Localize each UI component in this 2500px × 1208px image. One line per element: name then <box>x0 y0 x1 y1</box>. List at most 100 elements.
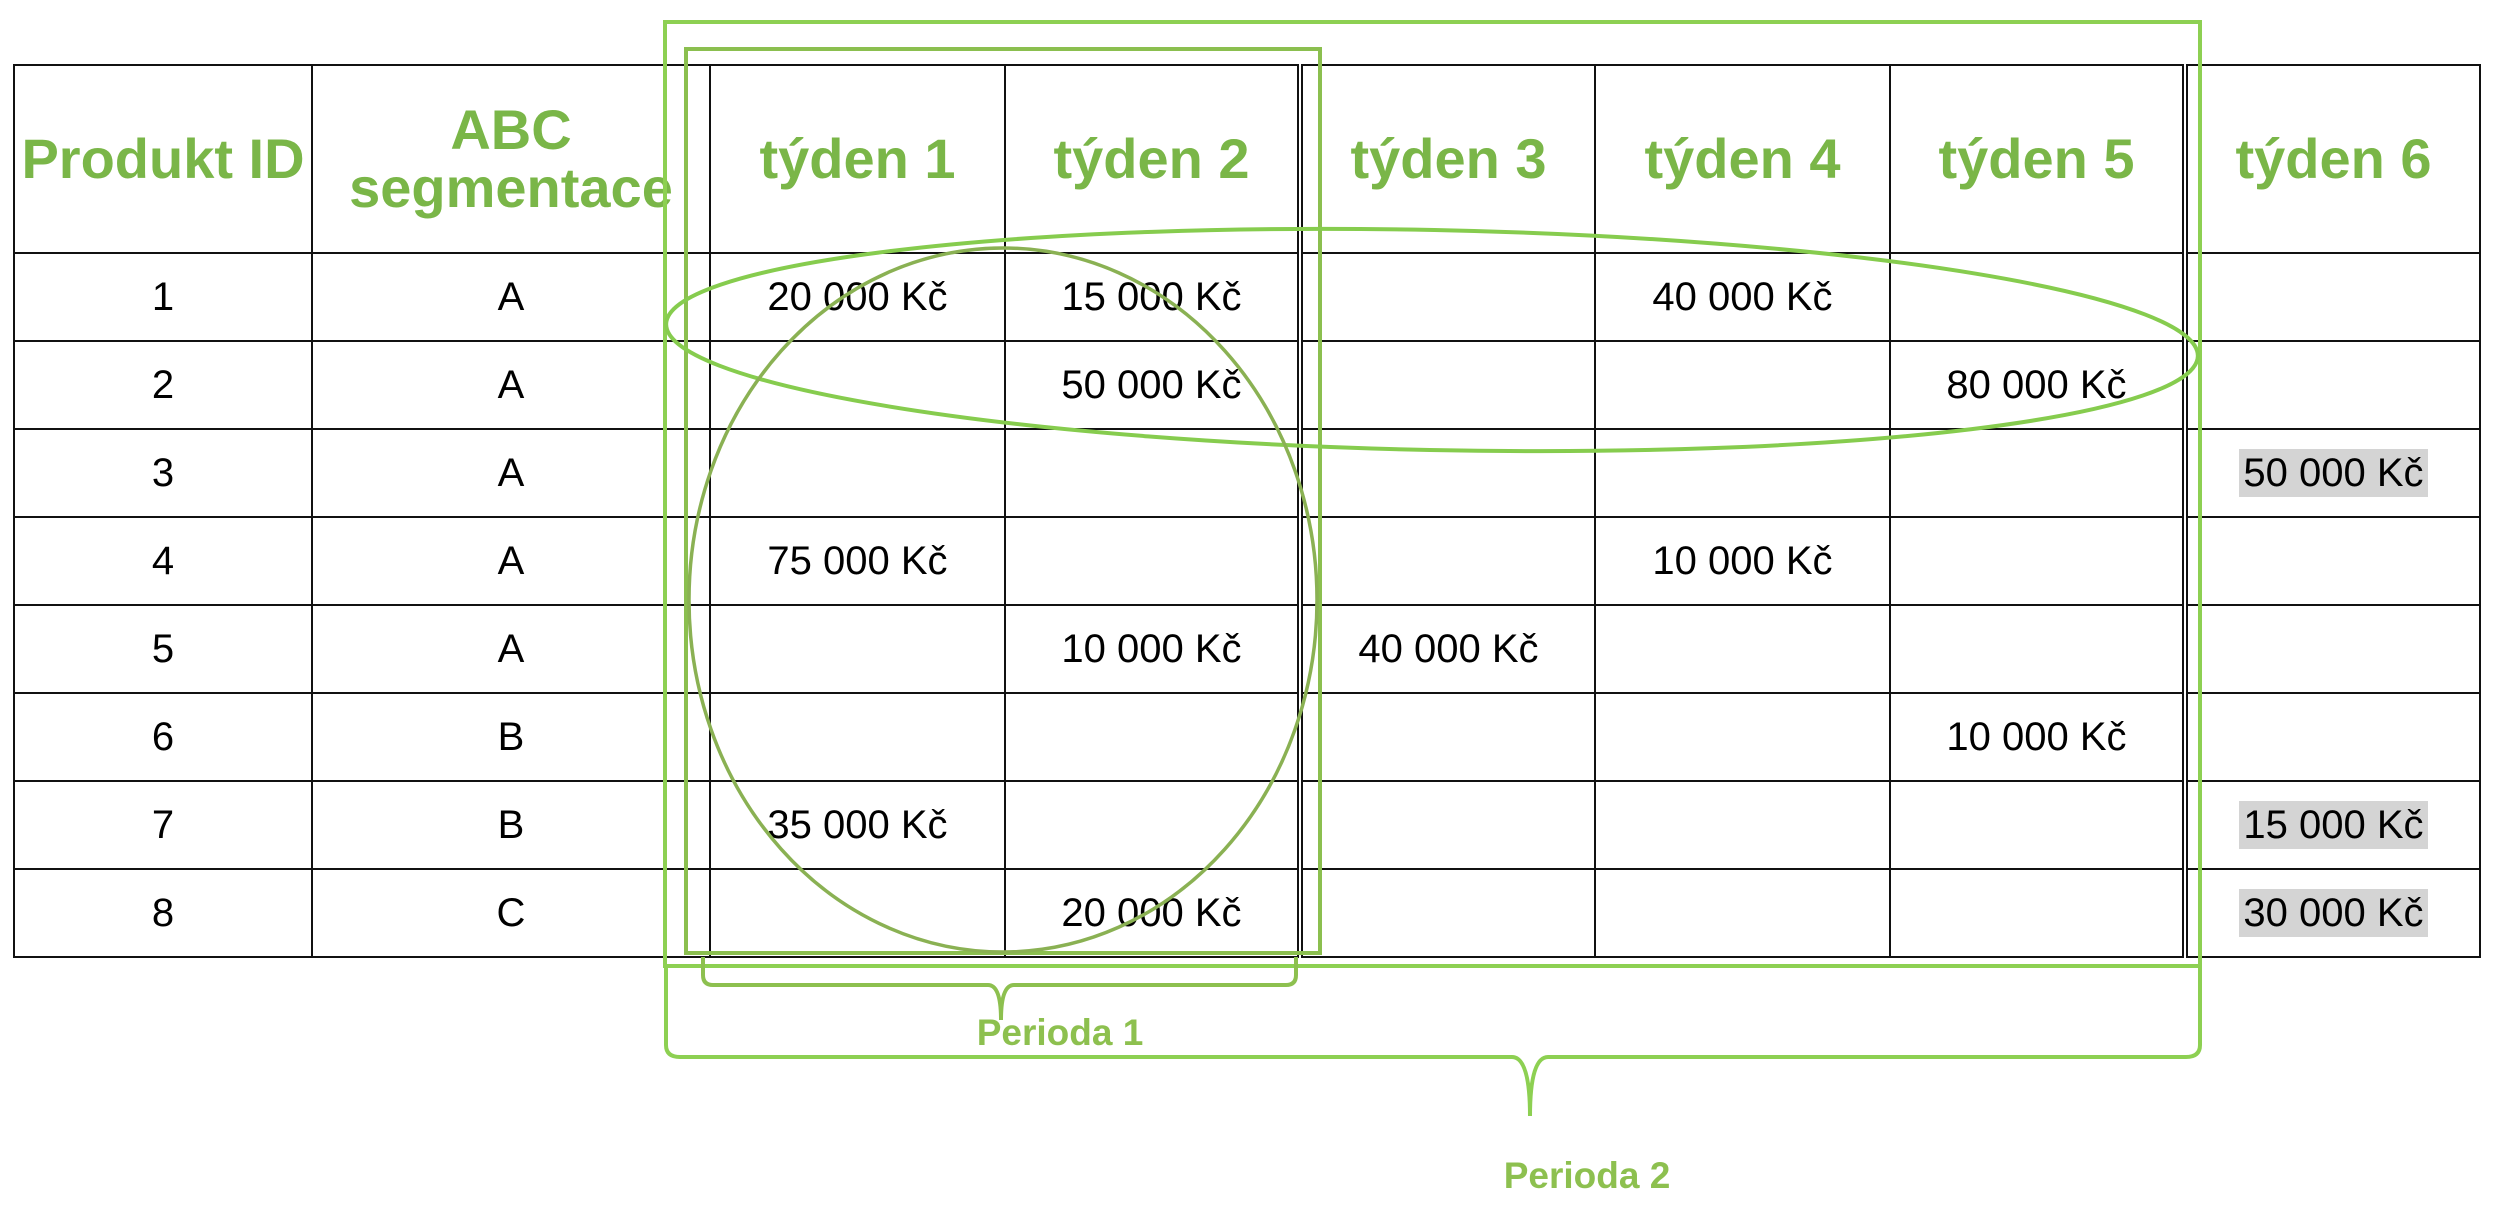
table-cell: 1 <box>13 252 313 342</box>
table-cell: 80 000 Kč <box>1889 340 2186 430</box>
table-cell <box>709 604 1006 694</box>
column-header: týden 5 <box>1889 64 2186 254</box>
table-cell <box>1297 692 1596 782</box>
cell-value: 80 000 Kč <box>1946 362 2127 407</box>
period2-label: Perioda 2 <box>1503 1155 1671 1196</box>
table-cell <box>1297 428 1596 518</box>
table-cell: 35 000 Kč <box>709 780 1006 870</box>
cell-value: 5 <box>151 626 175 671</box>
table-cell: 7 <box>13 780 313 870</box>
table-row: 4 A 75 000 Kč 10 000 Kč <box>13 516 2481 606</box>
cell-value: 6 <box>151 714 175 759</box>
table-cell <box>1004 780 1301 870</box>
table-cell: 20 000 Kč <box>1004 868 1301 958</box>
cell-value: C <box>496 890 526 935</box>
table-cell <box>1297 868 1596 958</box>
table-cell <box>1594 780 1891 870</box>
table-cell: A <box>311 516 711 606</box>
cell-value: A <box>497 362 525 407</box>
table-cell <box>1889 604 2186 694</box>
table-cell <box>1594 692 1891 782</box>
cell-value: 10 000 Kč <box>1946 714 2127 759</box>
table-cell: B <box>311 780 711 870</box>
table-cell <box>1004 692 1301 782</box>
table-cell: 20 000 Kč <box>709 252 1006 342</box>
table-cell <box>1889 868 2186 958</box>
cell-value: 7 <box>151 802 175 847</box>
table-cell <box>1004 516 1301 606</box>
table-cell <box>2182 252 2481 342</box>
table-cell: A <box>311 428 711 518</box>
table-cell <box>2182 340 2481 430</box>
cell-value: A <box>497 450 525 495</box>
table-cell <box>1889 428 2186 518</box>
table-cell: 10 000 Kč <box>1889 692 2186 782</box>
column-header: týden 1 <box>709 64 1006 254</box>
column-header: týden 3 <box>1297 64 1596 254</box>
table-row: 8 C 20 000 Kč 30 000 Kč <box>13 868 2481 958</box>
table-cell <box>1889 516 2186 606</box>
table-cell <box>1594 604 1891 694</box>
table-cell: A <box>311 340 711 430</box>
table-cell <box>1594 428 1891 518</box>
table-cell <box>1004 428 1301 518</box>
cell-value: 20 000 Kč <box>1061 890 1242 935</box>
table-row: 3 A 50 000 Kč <box>13 428 2481 518</box>
table-cell: 4 <box>13 516 313 606</box>
cell-value: 3 <box>151 450 175 495</box>
table-cell: 6 <box>13 692 313 782</box>
table-cell: A <box>311 252 711 342</box>
table-cell: 2 <box>13 340 313 430</box>
cell-value: A <box>497 274 525 319</box>
period1-label: Perioda 1 <box>976 1012 1144 1053</box>
table-cell <box>709 428 1006 518</box>
cell-value: A <box>497 626 525 671</box>
table-cell: 40 000 Kč <box>1594 252 1891 342</box>
table-cell: 8 <box>13 868 313 958</box>
cell-value: A <box>497 538 525 583</box>
table-cell: A <box>311 604 711 694</box>
table-row: 7 B 35 000 Kč 15 000 Kč <box>13 780 2481 870</box>
column-header: týden 2 <box>1004 64 1301 254</box>
highlighted-value: 50 000 Kč <box>2239 448 2428 497</box>
column-header: týden 4 <box>1594 64 1891 254</box>
cell-value: 40 000 Kč <box>1358 626 1539 671</box>
period2-brace <box>664 966 2202 1117</box>
table-cell: 10 000 Kč <box>1004 604 1301 694</box>
cell-value: B <box>497 802 525 847</box>
column-header: ABC segmentace <box>311 64 711 254</box>
cell-value: 50 000 Kč <box>1061 362 1242 407</box>
table-cell: 5 <box>13 604 313 694</box>
table-cell: 10 000 Kč <box>1594 516 1891 606</box>
table-cell <box>709 868 1006 958</box>
cell-value: 1 <box>151 274 175 319</box>
table-cell <box>2182 692 2481 782</box>
table-cell <box>1594 340 1891 430</box>
highlighted-value: 15 000 Kč <box>2239 800 2428 849</box>
cell-value: 20 000 Kč <box>767 274 948 319</box>
table-cell <box>1297 340 1596 430</box>
table-cell: C <box>311 868 711 958</box>
table-cell <box>1594 868 1891 958</box>
table-cell <box>709 340 1006 430</box>
column-header: Produkt ID <box>13 64 313 254</box>
table-cell: 30 000 Kč <box>2182 868 2481 958</box>
table-cell: 50 000 Kč <box>1004 340 1301 430</box>
cell-value: 10 000 Kč <box>1061 626 1242 671</box>
column-header: týden 6 <box>2182 64 2481 254</box>
table-cell: 15 000 Kč <box>2182 780 2481 870</box>
table-cell <box>2182 516 2481 606</box>
cell-value: B <box>497 714 525 759</box>
table-cell: 3 <box>13 428 313 518</box>
table-row: 5 A 10 000 Kč 40 000 Kč <box>13 604 2481 694</box>
table-cell <box>1297 516 1596 606</box>
cell-value: 40 000 Kč <box>1652 274 1833 319</box>
table-cell <box>1889 252 2186 342</box>
cell-value: 75 000 Kč <box>767 538 948 583</box>
sales-table: Produkt ID ABC segmentace týden 1 týden 2 tý… <box>13 64 2481 958</box>
table-cell: 15 000 Kč <box>1004 252 1301 342</box>
table-cell: 50 000 Kč <box>2182 428 2481 518</box>
table-cell: B <box>311 692 711 782</box>
table-row: 6 B 10 000 Kč <box>13 692 2481 782</box>
cell-value: 8 <box>151 890 175 935</box>
